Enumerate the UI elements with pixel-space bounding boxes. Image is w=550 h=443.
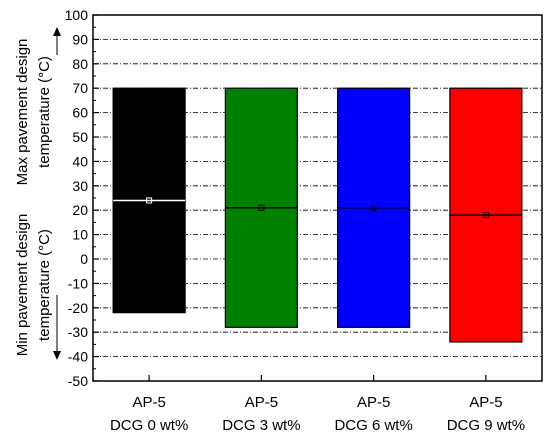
y-tick-label: 0 — [80, 251, 88, 267]
y-tick-label: -10 — [68, 275, 88, 291]
y-axis-label-max-line2: temperature (°C) — [36, 56, 53, 168]
y-tick-label: -20 — [68, 300, 88, 316]
y-tick-label: 40 — [72, 153, 88, 169]
x-tick-label-line1: AP-5 — [357, 394, 390, 411]
up-arrow-icon — [53, 27, 61, 36]
y-tick-label: 70 — [72, 80, 88, 96]
down-arrow-icon — [53, 351, 61, 360]
bar-mean-marker — [370, 204, 377, 211]
y-axis-label-min-line1: Min pavement design — [14, 214, 31, 357]
bar-mean-marker — [258, 204, 265, 211]
y-tick-label: 50 — [72, 129, 88, 145]
x-tick-label-line1: AP-5 — [132, 394, 165, 411]
y-tick-label: 30 — [72, 178, 88, 194]
y-tick-label: 20 — [72, 202, 88, 218]
y-axis-label-min: Min pavement design temperature (°C) — [14, 214, 53, 357]
bars — [112, 87, 523, 343]
y-tick-label: 80 — [72, 56, 88, 72]
x-tick-label-line2: DCG 6 wt% — [334, 417, 412, 434]
y-tick-label: 60 — [72, 105, 88, 121]
y-tick-label: -40 — [68, 349, 88, 365]
y-tick-label: 90 — [72, 31, 88, 47]
x-tick-label-line1: AP-5 — [469, 394, 502, 411]
y-axis: -50 -40 -30 -20 -10 0 10 20 30 40 50 60 70 80 90 100 — [65, 7, 99, 389]
y-tick-label: -50 — [68, 373, 88, 389]
bar-mean-marker — [146, 197, 153, 204]
y-axis-labels: Max pavement design temperature (°C) Min… — [14, 27, 61, 360]
x-tick-label-line2: DCG 9 wt% — [447, 417, 525, 434]
x-tick-label-line2: DCG 0 wt% — [110, 417, 188, 434]
x-axis: AP-5 DCG 0 wt% AP-5 DCG 3 wt% AP-5 DCG 6 wt% A… — [110, 375, 525, 434]
y-tick-label: 100 — [65, 7, 89, 23]
bar-mean-marker — [482, 212, 489, 219]
y-axis-label-max-line1: Max pavement design — [14, 39, 31, 186]
y-axis-label-max: Max pavement design temperature (°C) — [14, 39, 53, 186]
y-axis-arrows — [53, 27, 61, 360]
y-tick-label: -30 — [68, 324, 88, 340]
x-tick-label-line1: AP-5 — [245, 394, 278, 411]
x-tick-label-line2: DCG 3 wt% — [222, 417, 300, 434]
y-tick-label: 10 — [72, 227, 88, 243]
y-axis-label-min-line2: temperature (°C) — [36, 229, 53, 341]
